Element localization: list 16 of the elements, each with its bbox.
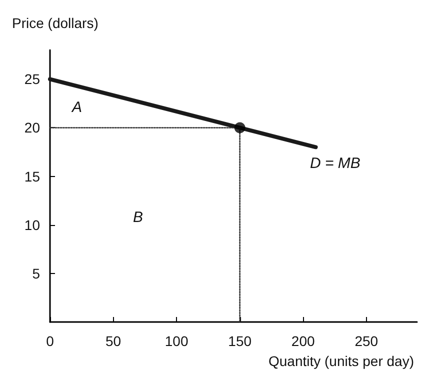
annotation: D = MB [310, 155, 360, 172]
y-tick-label: 20 [24, 120, 40, 136]
x-tick-label: 50 [105, 333, 122, 349]
annotation: A [71, 99, 82, 116]
x-tick-label: 250 [354, 333, 378, 349]
x-tick-label: 100 [164, 333, 188, 349]
x-tick-label: 150 [228, 333, 252, 349]
x-tick-label: 200 [291, 333, 315, 349]
y-tick-label: 10 [24, 216, 40, 233]
y-axis-title: Price (dollars) [12, 15, 98, 31]
x-axis-title: Quantity (units per day) [268, 353, 414, 369]
x-tick-label: 0 [46, 333, 54, 349]
y-tick-label: 5 [32, 265, 40, 282]
y-tick-label: 15 [24, 168, 40, 184]
annotation: B [133, 209, 144, 226]
y-tick-label: 25 [24, 71, 40, 88]
